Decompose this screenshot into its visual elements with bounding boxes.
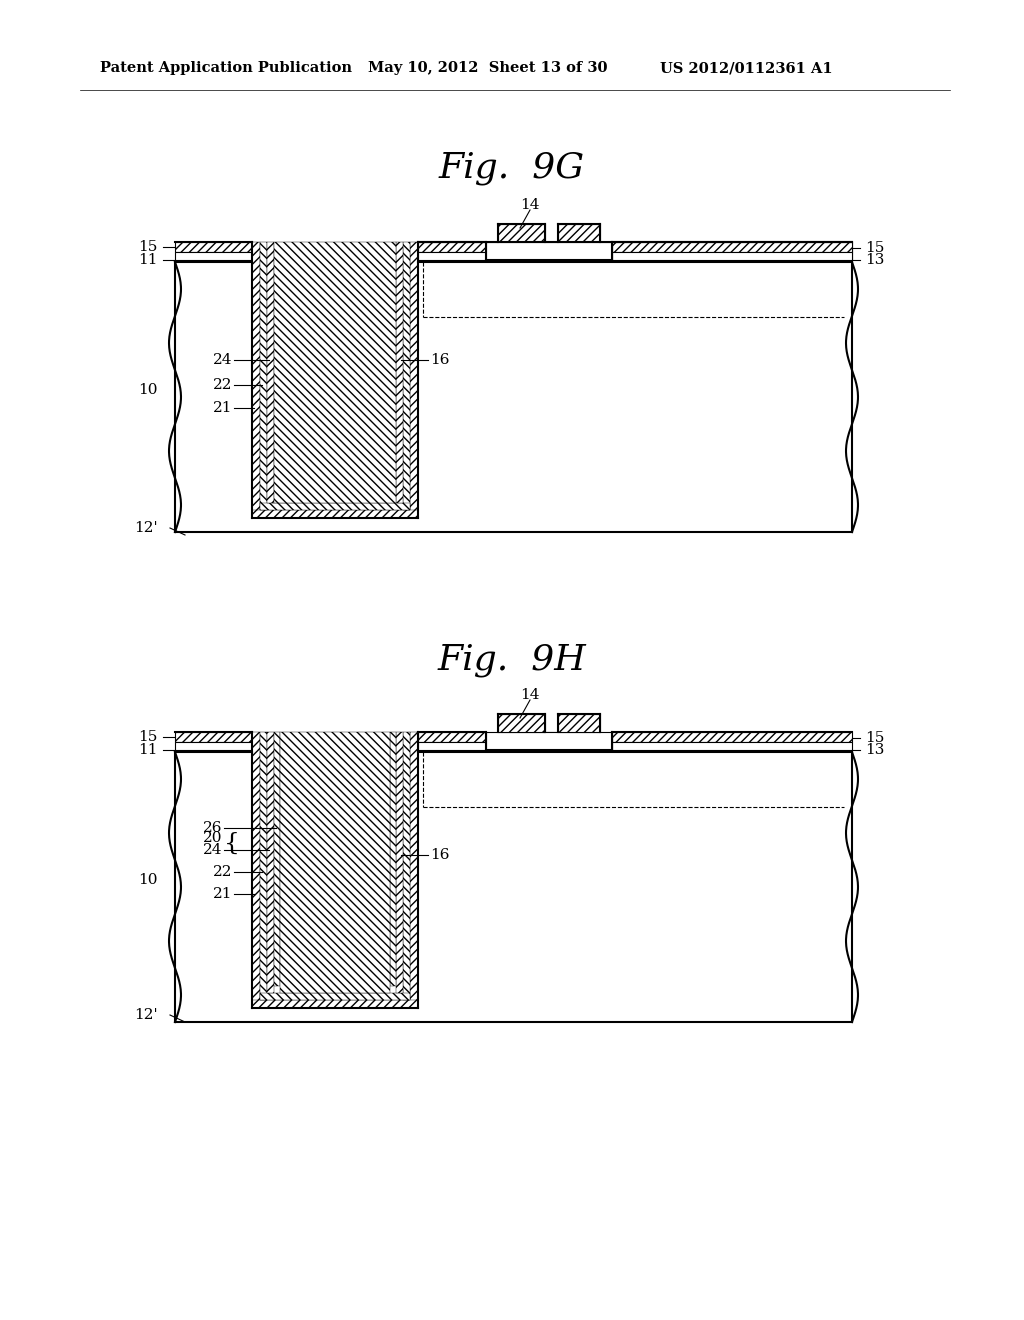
Bar bbox=[260, 242, 267, 510]
Bar bbox=[260, 733, 267, 1001]
Text: Fig.  9G: Fig. 9G bbox=[439, 150, 585, 185]
Bar bbox=[418, 733, 486, 742]
Bar bbox=[175, 242, 252, 252]
Bar bbox=[175, 742, 252, 750]
Bar bbox=[403, 242, 410, 510]
Text: May 10, 2012  Sheet 13 of 30: May 10, 2012 Sheet 13 of 30 bbox=[368, 61, 607, 75]
Bar bbox=[252, 733, 260, 1008]
Bar bbox=[274, 733, 280, 986]
Text: 24: 24 bbox=[213, 352, 232, 367]
Text: 26: 26 bbox=[203, 821, 222, 836]
Text: 15: 15 bbox=[138, 240, 158, 253]
Text: 10: 10 bbox=[138, 383, 158, 397]
Bar bbox=[612, 242, 852, 252]
Text: Fig.  9H: Fig. 9H bbox=[437, 643, 587, 677]
Text: US 2012/0112361 A1: US 2012/0112361 A1 bbox=[660, 61, 833, 75]
Bar bbox=[403, 733, 410, 1001]
Text: 15: 15 bbox=[138, 730, 158, 744]
Bar bbox=[175, 733, 252, 742]
Bar bbox=[418, 252, 486, 260]
Bar bbox=[396, 733, 403, 993]
Text: 21: 21 bbox=[213, 401, 232, 414]
Bar bbox=[558, 224, 600, 242]
Bar bbox=[498, 733, 600, 742]
Text: {: { bbox=[224, 832, 240, 854]
Text: 10: 10 bbox=[138, 873, 158, 887]
Text: 22: 22 bbox=[213, 378, 232, 392]
Bar bbox=[498, 242, 600, 252]
Text: 13: 13 bbox=[865, 743, 885, 756]
Text: 16: 16 bbox=[430, 352, 450, 367]
Text: 24: 24 bbox=[203, 843, 222, 857]
Text: 11: 11 bbox=[138, 743, 158, 756]
Bar bbox=[390, 733, 396, 986]
Bar bbox=[612, 742, 852, 750]
Text: 12': 12' bbox=[134, 521, 158, 535]
Bar bbox=[252, 510, 418, 517]
Bar bbox=[498, 224, 545, 242]
Text: 15: 15 bbox=[865, 731, 885, 744]
Bar bbox=[612, 733, 852, 742]
Bar bbox=[410, 733, 418, 1008]
Text: 22: 22 bbox=[213, 865, 232, 879]
Text: Patent Application Publication: Patent Application Publication bbox=[100, 61, 352, 75]
Bar bbox=[418, 242, 486, 252]
Bar bbox=[418, 742, 486, 750]
Text: 11: 11 bbox=[138, 253, 158, 267]
Bar bbox=[260, 503, 410, 510]
Text: 14: 14 bbox=[520, 688, 540, 702]
Text: 15: 15 bbox=[865, 242, 885, 255]
Bar bbox=[267, 242, 274, 503]
Text: 16: 16 bbox=[430, 847, 450, 862]
Bar bbox=[252, 242, 260, 517]
Bar bbox=[486, 733, 612, 750]
Bar bbox=[396, 242, 403, 503]
Bar bbox=[175, 252, 252, 260]
Bar bbox=[486, 242, 612, 260]
Bar bbox=[558, 714, 600, 733]
Bar bbox=[260, 993, 410, 1001]
Text: 14: 14 bbox=[520, 198, 540, 213]
Bar bbox=[175, 261, 852, 532]
Bar bbox=[280, 733, 390, 993]
Bar bbox=[267, 733, 274, 993]
Bar bbox=[498, 714, 545, 733]
Bar bbox=[274, 242, 396, 503]
Text: 13: 13 bbox=[865, 253, 885, 267]
Bar bbox=[418, 252, 852, 260]
Text: 12': 12' bbox=[134, 1008, 158, 1022]
Bar bbox=[612, 252, 852, 260]
Text: 20: 20 bbox=[203, 832, 222, 845]
Text: 21: 21 bbox=[213, 887, 232, 902]
Bar bbox=[252, 1001, 418, 1008]
Bar bbox=[410, 242, 418, 517]
Bar bbox=[418, 242, 852, 252]
